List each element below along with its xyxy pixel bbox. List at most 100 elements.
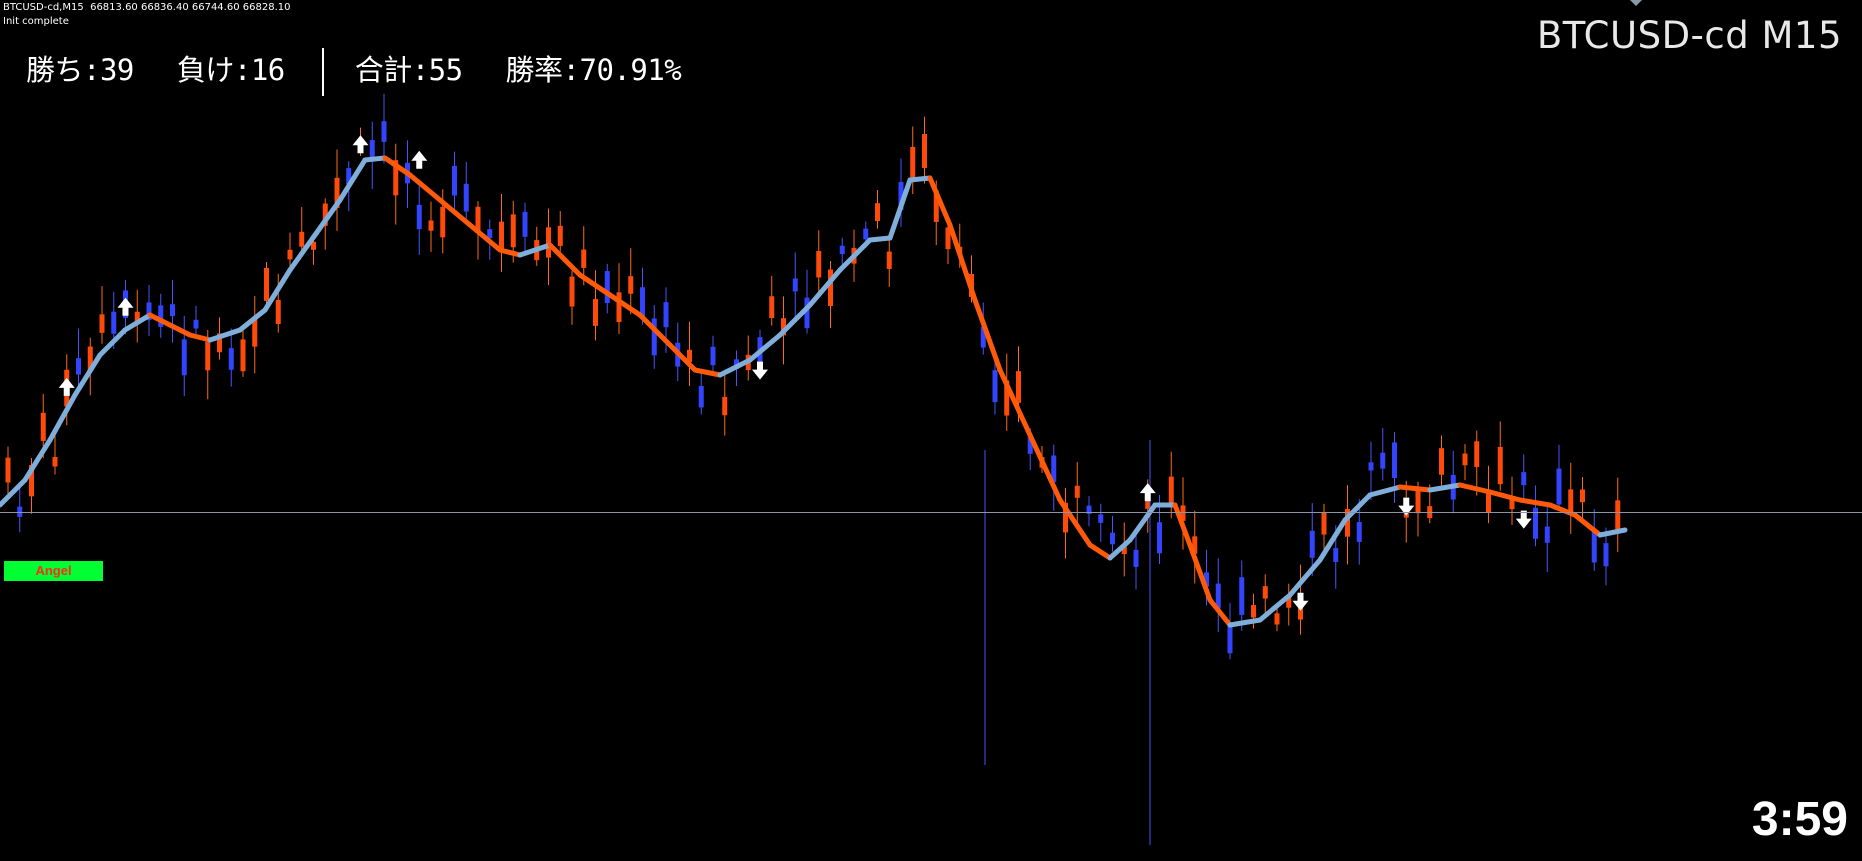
candle-body (1098, 514, 1104, 523)
candle-body (1110, 532, 1115, 545)
ma-segment (577, 272, 613, 298)
ma-segment (122, 312, 153, 333)
candle-body (1204, 572, 1209, 587)
ma-segment (1517, 497, 1553, 508)
ma-segment (287, 232, 318, 273)
candle-body (452, 165, 457, 196)
ma-segment (1172, 502, 1193, 548)
candle-body (381, 121, 387, 142)
candle-body (1274, 613, 1280, 625)
candle-body (1345, 508, 1350, 537)
ma-segment (47, 392, 78, 443)
ma-segment (717, 357, 753, 378)
candle-body (463, 183, 469, 212)
candle-body (299, 231, 305, 247)
ma-segment (1227, 617, 1263, 628)
candle-body (475, 206, 481, 231)
candle-body (1321, 512, 1327, 535)
candle-body (1192, 536, 1198, 554)
ma-segment (382, 155, 413, 178)
candle-body (240, 339, 246, 372)
candle-body (1133, 549, 1139, 567)
candle-body (616, 292, 622, 323)
candle-body (311, 241, 316, 250)
chart-shift-marker-icon[interactable] (1630, 0, 1642, 6)
candle-body (604, 270, 610, 304)
ma-segment (0, 477, 28, 508)
candle-body (663, 302, 669, 328)
candle-body (886, 251, 892, 269)
candle-body (945, 227, 951, 250)
candle-body (1521, 472, 1527, 486)
candle-body (1016, 371, 1021, 403)
candle-body (640, 287, 645, 317)
candle-body (698, 385, 704, 408)
candle-body (769, 296, 775, 319)
up-arrow-icon (1139, 483, 1156, 502)
candle-body (228, 348, 234, 370)
ma-segment (337, 157, 368, 203)
ma-segment (1547, 502, 1578, 518)
candle-body (1227, 622, 1233, 654)
ma-segment (692, 367, 723, 378)
ma-segment (1572, 512, 1603, 538)
candle-body (499, 221, 504, 252)
candle-body (346, 168, 352, 185)
candle-body (393, 160, 399, 196)
candle-body (1497, 446, 1503, 485)
candle-body (781, 318, 786, 336)
candle-body (546, 227, 551, 258)
candle-body (687, 349, 692, 363)
ma-segment (747, 332, 783, 363)
candle-body (1615, 500, 1621, 534)
candle-body (487, 229, 493, 239)
ma-segment (607, 292, 643, 318)
ma-segment (97, 327, 128, 358)
ma-segment (1127, 502, 1158, 543)
candle-body (593, 298, 598, 326)
candle-body (1086, 505, 1092, 514)
candle-body (428, 220, 434, 231)
candle-body (111, 311, 117, 334)
ma-segment (1457, 482, 1493, 495)
moving-average-line (0, 155, 1628, 628)
candle-body (334, 177, 340, 208)
current-price-line (0, 512, 1862, 513)
candle-body (193, 319, 199, 329)
trade-stats-bar: 勝ち:39 負け:16 合計:55 勝率:70.91% (26, 48, 707, 96)
candle-body (569, 276, 575, 307)
ma-segment (947, 222, 978, 303)
candle-body (933, 190, 939, 222)
candle-body (510, 214, 516, 248)
candle-body (416, 204, 422, 230)
ma-segment (1187, 542, 1213, 603)
candle-body (1309, 530, 1315, 558)
wins-stat: 勝ち:39 (26, 53, 134, 87)
ma-segment (1027, 432, 1063, 503)
ma-segment (887, 177, 913, 241)
candle-body (1474, 441, 1480, 468)
ma-segment (187, 332, 213, 343)
candle-body (1556, 468, 1562, 505)
candle-body (87, 346, 93, 371)
candle-body (134, 311, 140, 322)
candle-body (1533, 507, 1538, 539)
indicator-label-button[interactable]: Angel (4, 561, 103, 581)
candle-body (264, 267, 269, 301)
candle-body (1004, 380, 1010, 416)
candle-body (1168, 476, 1174, 505)
ma-segment (777, 302, 813, 338)
candle-body (158, 305, 164, 327)
candle-body (1262, 586, 1268, 599)
ma-segment (72, 352, 103, 398)
up-arrow-icon (411, 150, 428, 169)
ma-segment (467, 222, 503, 253)
down-arrow-icon (1398, 497, 1415, 516)
up-arrow-icon (58, 377, 75, 396)
status-text: Init complete (3, 16, 69, 27)
candles (5, 93, 1621, 660)
ma-segment (1317, 517, 1348, 563)
up-arrow-icon (352, 135, 369, 154)
